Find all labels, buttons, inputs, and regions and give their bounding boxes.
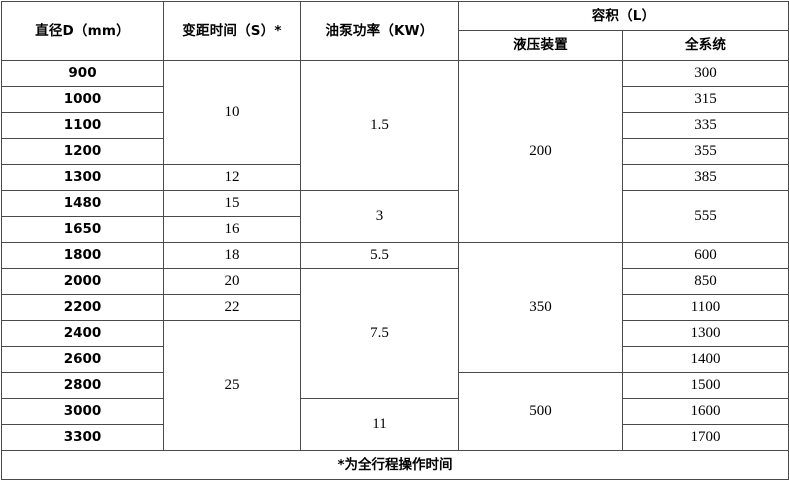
cell-shift-time: 25 (163, 320, 301, 451)
header-row-top: 直径D（mm） 变距时间（S）* 油泵功率（KW） 容积（L） (1, 1, 789, 61)
cell-shift-time: 15 (163, 190, 301, 217)
cell-diameter: 1800 (1, 242, 164, 269)
cell-pump-power: 1.5 (300, 60, 459, 191)
table-header: 直径D（mm） 变距时间（S）* 油泵功率（KW） 容积（L） 液压装置 全系统 (1, 1, 789, 61)
cell-capacity-hydraulic: 350 (458, 242, 623, 373)
table-row: 2600 1400 (1, 346, 789, 373)
table-footer: *为全行程操作时间 (0, 450, 789, 480)
table-row: 1650 16 (1, 216, 789, 243)
header-capacity: 容积（L） (457, 1, 789, 31)
cell-capacity-system: 385 (621, 164, 789, 191)
cell-pump-power: 7.5 (300, 268, 459, 399)
cell-diameter: 2600 (1, 346, 164, 373)
cell-pump-power: 5.5 (300, 242, 459, 269)
cell-diameter: 1650 (1, 216, 164, 243)
cell-shift-time: 18 (163, 242, 301, 269)
cell-diameter: 2400 (1, 320, 164, 347)
cell-shift-time: 12 (163, 164, 301, 191)
cell-diameter: 1100 (1, 112, 164, 139)
cell-shift-time: 10 (163, 60, 301, 165)
cell-diameter: 2000 (1, 268, 164, 295)
footnote-text: *为全行程操作时间 (0, 450, 789, 480)
table-row: 1200 355 (1, 138, 789, 165)
header-capacity-hydraulic: 液压装置 (458, 30, 623, 61)
cell-shift-time: 16 (163, 216, 301, 243)
table-row: 1100 335 (1, 112, 789, 139)
table-row: 1800 18 5.5 350 600 (1, 242, 789, 373)
cell-pump-power: 11 (300, 398, 459, 451)
cell-capacity-system: 315 (621, 86, 789, 113)
table-row: 2000 20 7.5 850 (1, 268, 789, 399)
cell-diameter: 3000 (1, 398, 164, 425)
table-row: 1480 15 3 555 (1, 190, 789, 243)
table-row: 3300 1700 (1, 424, 789, 451)
cell-diameter: 3300 (1, 424, 164, 451)
cell-shift-time: 20 (163, 268, 301, 295)
cell-capacity-system: 600 (621, 242, 789, 269)
cell-diameter: 2800 (1, 372, 164, 399)
cell-capacity-system: 850 (621, 268, 789, 295)
table-row: 900 10 1.5 200 300 (1, 60, 789, 243)
cell-capacity-system: 1100 (621, 294, 789, 321)
cell-capacity-system: 1700 (621, 424, 789, 451)
cell-capacity-system: 1500 (621, 372, 789, 399)
header-pump-power: 油泵功率（KW） (300, 1, 459, 61)
cell-capacity-system: 300 (621, 60, 789, 87)
cell-diameter: 1000 (1, 86, 164, 113)
table-row: 3000 11 1600 (1, 398, 789, 451)
cell-capacity-system: 1600 (621, 398, 789, 425)
table-row: 2800 500 1500 (1, 372, 789, 451)
table-body: 900 10 1.5 200 300 1000 315 1100 335 1200 355 1300 1… (1, 60, 789, 451)
table-row: 2400 25 1300 (1, 320, 789, 451)
cell-capacity-system: 335 (621, 112, 789, 139)
header-diameter: 直径D（mm） (1, 1, 164, 61)
cell-capacity-system: 355 (621, 138, 789, 165)
cell-capacity-hydraulic: 500 (458, 372, 623, 451)
cell-capacity-system: 1400 (621, 346, 789, 373)
cell-shift-time: 22 (163, 294, 301, 321)
table-row: 2200 22 1100 (1, 294, 789, 321)
cell-capacity-system: 555 (621, 190, 789, 243)
cell-diameter: 1300 (1, 164, 164, 191)
cell-pump-power: 3 (300, 190, 459, 243)
header-row-sub: 液压装置 全系统 (2, 30, 789, 61)
table-row: 1000 315 (1, 86, 789, 113)
header-capacity-system: 全系统 (621, 30, 789, 61)
cell-diameter: 900 (1, 60, 164, 87)
cell-capacity-system: 1300 (621, 320, 789, 347)
cell-diameter: 1480 (1, 190, 164, 217)
cell-diameter: 1200 (1, 138, 164, 165)
table-row: 1300 12 385 (1, 164, 789, 191)
footnote-row: *为全行程操作时间 (0, 450, 789, 480)
cell-diameter: 2200 (1, 294, 164, 321)
header-shift-time: 变距时间（S）* (163, 1, 301, 61)
cell-capacity-hydraulic: 200 (458, 60, 623, 243)
